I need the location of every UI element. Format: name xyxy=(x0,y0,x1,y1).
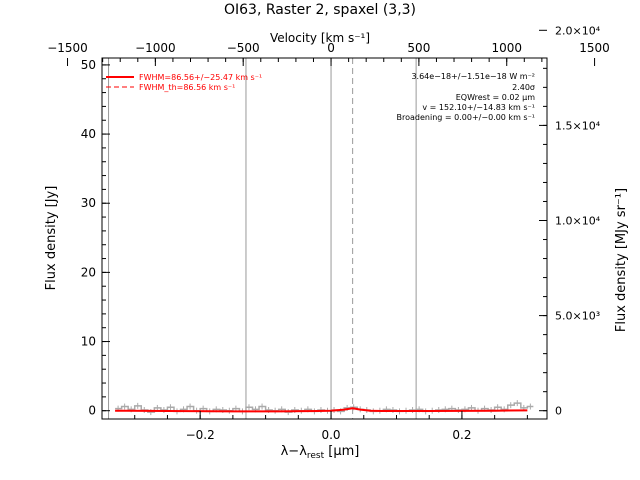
annotation-eqw: EQWrest = 0.02 μm xyxy=(456,93,535,102)
top-tick-label: 500 xyxy=(407,41,430,55)
top-tick-label: −1500 xyxy=(47,41,88,55)
top-tick-label: −500 xyxy=(227,41,260,55)
x-tick-label: 0.2 xyxy=(452,428,471,442)
series-fit-line xyxy=(115,407,528,413)
y2-tick-label: 2.0×10⁴ xyxy=(555,24,601,37)
annotation-flux: 3.64e−18+/−1.51e−18 W m⁻² xyxy=(411,72,535,81)
legend: FWHM=86.56+/−25.47 km s⁻¹ FWHM_th=86.56 … xyxy=(106,73,262,92)
x-axis-label: λ−λrest [μm] xyxy=(281,444,360,461)
chart-title: OI63, Raster 2, spaxel (3,3) xyxy=(224,2,416,18)
x-tick-label: −0.2 xyxy=(186,428,215,442)
annotations: 3.64e−18+/−1.51e−18 W m⁻² 2.40σ EQWrest … xyxy=(397,72,536,122)
y2-axis-label: Flux density [MJy sr⁻¹] xyxy=(614,188,629,332)
y-tick-label: 40 xyxy=(81,127,96,141)
y2-tick-label: 1.0×10⁴ xyxy=(555,215,601,228)
data-series xyxy=(115,400,534,416)
y2-tick-label: 0 xyxy=(555,405,562,418)
annotation-velocity: v = 152.10+/−14.83 km s⁻¹ xyxy=(422,103,535,112)
annotation-broadening: Broadening = 0.00+/−0.00 km s⁻¹ xyxy=(397,113,535,122)
legend-solid-label: FWHM=86.56+/−25.47 km s⁻¹ xyxy=(139,73,262,82)
y-tick-label: 10 xyxy=(81,335,96,349)
y2-tick-label: 1.5×10⁴ xyxy=(555,119,601,132)
y-tick-label: 50 xyxy=(81,58,96,72)
y2-tick-label: 5.0×10³ xyxy=(555,310,600,323)
axes: −0.2 0.0 0.2−1500 −1000 −500 0 500 1000 15000102… xyxy=(47,24,610,442)
annotation-sigma: 2.40σ xyxy=(512,83,535,92)
top-tick-label: −1000 xyxy=(135,41,176,55)
legend-dashed-label: FWHM_th=86.56 km s⁻¹ xyxy=(139,83,235,92)
y-tick-label: 20 xyxy=(81,265,96,279)
top-tick-label: 1000 xyxy=(491,41,522,55)
y-tick-label: 30 xyxy=(81,196,96,210)
line-markers xyxy=(108,58,417,419)
plot-frame xyxy=(101,57,548,420)
top-axis-label: Velocity [km s⁻¹] xyxy=(270,31,370,45)
top-tick-label: 1500 xyxy=(579,41,610,55)
top-tick-label: 0 xyxy=(327,41,335,55)
y-axis-label: Flux density [Jy] xyxy=(44,186,59,291)
y-tick-label: 0 xyxy=(88,404,96,418)
x-tick-label: 0.0 xyxy=(321,428,340,442)
